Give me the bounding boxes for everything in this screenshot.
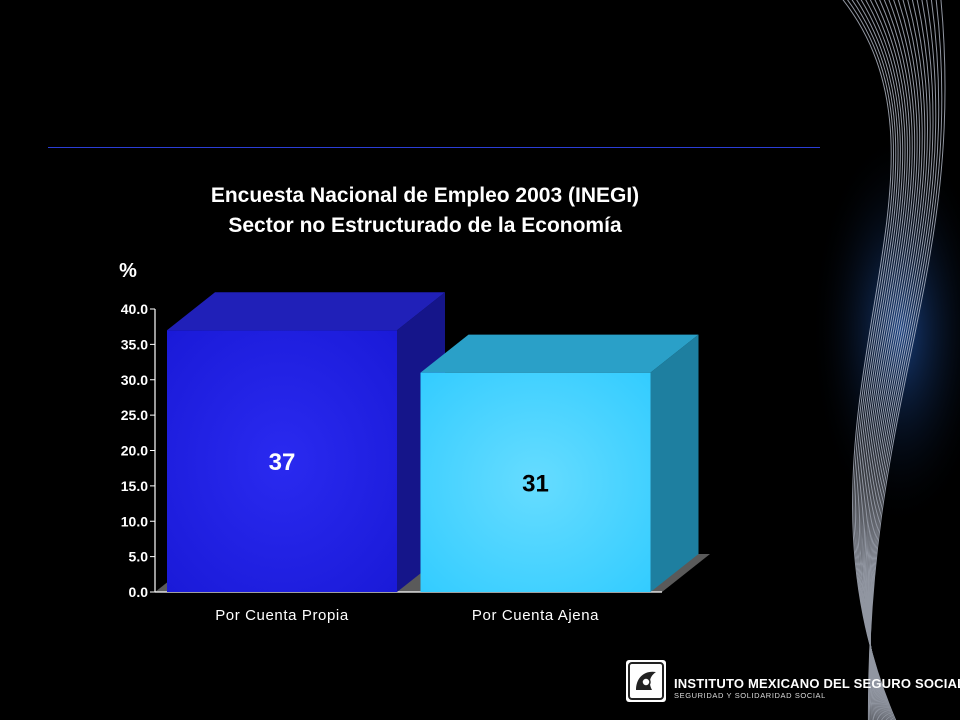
swirl-line xyxy=(861,0,908,720)
swirl-line xyxy=(842,0,897,720)
y-tick-label: 20.0 xyxy=(121,443,148,459)
swirl-line xyxy=(869,0,940,720)
swirl-line xyxy=(864,0,916,720)
y-tick-label: 15.0 xyxy=(121,478,148,494)
swirl-line xyxy=(868,0,943,720)
y-tick-label: 5.0 xyxy=(129,549,149,565)
header-divider xyxy=(48,147,820,148)
y-tick-label: 10.0 xyxy=(121,513,148,529)
swirl-line xyxy=(869,0,934,720)
institution-tagline: SEGURIDAD Y SOLIDARIDAD SOCIAL xyxy=(674,691,826,700)
y-tick-label: 30.0 xyxy=(121,372,148,388)
swirl-line xyxy=(851,0,897,720)
x-category-label: Por Cuenta Ajena xyxy=(472,607,599,624)
y-axis-unit-label: % xyxy=(119,260,137,282)
swirl-line xyxy=(867,0,923,720)
x-category-label: Por Cuenta Propia xyxy=(215,607,349,624)
swirl-line xyxy=(857,0,901,720)
swirl-line xyxy=(867,0,946,720)
swirl-line xyxy=(860,0,906,720)
bar xyxy=(167,330,397,592)
bar-top-face xyxy=(420,334,699,373)
swirl-line xyxy=(868,0,928,720)
y-tick-label: 40.0 xyxy=(121,301,148,317)
bar xyxy=(420,372,651,592)
y-tick-label: 35.0 xyxy=(121,336,148,352)
swirl-line xyxy=(858,0,904,720)
chart-title: Encuesta Nacional de Empleo 2003 (INEGI) xyxy=(210,184,640,207)
swirl-line xyxy=(846,0,896,720)
bar-top-face xyxy=(167,292,445,331)
institution-name: INSTITUTO MEXICANO DEL SEGURO SOCIAL xyxy=(674,676,960,691)
y-tick-label: 0.0 xyxy=(129,584,149,600)
bar-side-face xyxy=(650,334,699,592)
swirl-line xyxy=(855,0,899,720)
chart-subtitle: Sector no Estructurado de la Economía xyxy=(228,214,622,237)
swirl-line xyxy=(863,0,913,720)
swirl-line xyxy=(866,0,921,720)
imss-logo-emblem xyxy=(626,660,666,702)
eagle-emblem-icon xyxy=(628,662,664,700)
swirl-line xyxy=(862,0,911,720)
swirl-line xyxy=(869,0,931,720)
data-label: 37 xyxy=(269,449,296,476)
swirl-line xyxy=(869,0,937,720)
y-tick-label: 25.0 xyxy=(121,407,148,423)
data-label: 31 xyxy=(522,470,549,497)
swirl-line xyxy=(868,0,926,720)
swirl-line xyxy=(865,0,918,720)
